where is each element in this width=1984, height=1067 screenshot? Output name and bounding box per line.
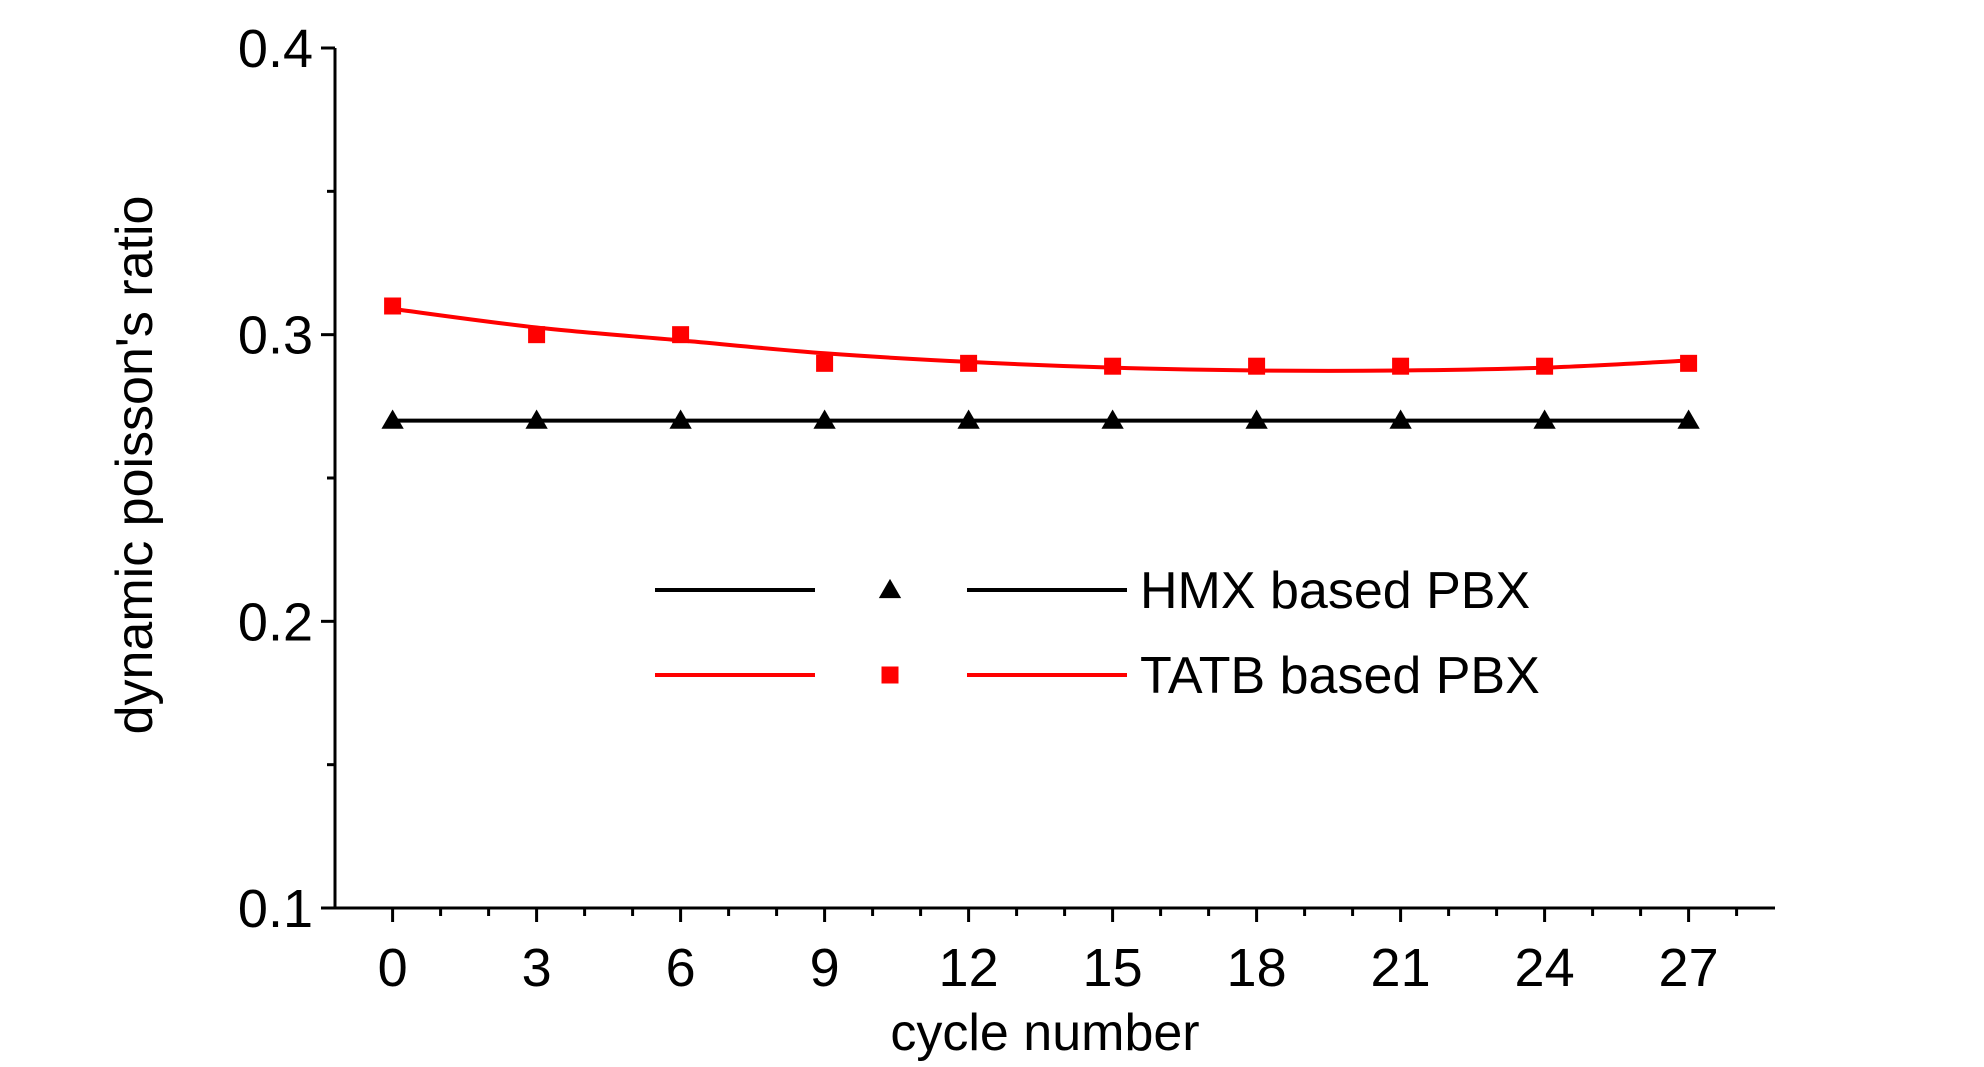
data-point bbox=[1533, 409, 1556, 429]
legend-item-1: HMX based PBX bbox=[655, 562, 1530, 620]
data-point bbox=[525, 409, 548, 429]
legend-label: TATB based PBX bbox=[1140, 647, 1540, 705]
data-point bbox=[669, 409, 692, 429]
x-tick-label: 3 bbox=[522, 938, 552, 998]
x-tick-label: 6 bbox=[666, 938, 696, 998]
x-axis-ticks: 0 3 6 9 12 15 18 21 24 27 bbox=[378, 908, 1739, 998]
data-point bbox=[528, 326, 546, 344]
data-point bbox=[381, 409, 404, 429]
y-axis-title: dynamic poisson's ratio bbox=[106, 196, 164, 735]
legend-label: HMX based PBX bbox=[1140, 562, 1530, 620]
series-1 bbox=[381, 409, 1700, 429]
y-tick-label: 0.3 bbox=[238, 306, 313, 366]
legend-marker bbox=[881, 666, 899, 684]
y-tick-label: 0.2 bbox=[238, 592, 313, 652]
axes bbox=[333, 48, 1775, 910]
data-point bbox=[1104, 357, 1122, 375]
data-point bbox=[1248, 357, 1266, 375]
x-tick-label: 0 bbox=[378, 938, 408, 998]
data-point bbox=[672, 326, 690, 344]
x-tick-label: 18 bbox=[1227, 938, 1287, 998]
x-tick-label: 12 bbox=[939, 938, 999, 998]
x-tick-label: 27 bbox=[1659, 938, 1719, 998]
x-tick-label: 15 bbox=[1083, 938, 1143, 998]
legend-item-2: TATB based PBX bbox=[655, 647, 1540, 705]
data-point bbox=[1101, 409, 1124, 429]
series-2 bbox=[384, 297, 1698, 375]
data-point bbox=[813, 409, 836, 429]
data-point bbox=[816, 354, 834, 372]
legend: HMX based PBX TATB based PBX bbox=[655, 562, 1540, 705]
data-point bbox=[1677, 409, 1700, 429]
x-axis-title: cycle number bbox=[890, 1004, 1199, 1062]
x-tick-label: 24 bbox=[1515, 938, 1575, 998]
data-point bbox=[957, 409, 980, 429]
data-point bbox=[1392, 357, 1410, 375]
data-point bbox=[1389, 409, 1412, 429]
data-point bbox=[384, 297, 402, 315]
series-layer bbox=[381, 297, 1700, 429]
series-fit-line bbox=[392, 306, 1689, 373]
y-axis-ticks: 0.1 0.2 0.3 0.4 bbox=[238, 19, 335, 939]
y-tick-label: 0.4 bbox=[238, 19, 313, 79]
x-tick-label: 9 bbox=[810, 938, 840, 998]
data-point bbox=[1680, 354, 1698, 372]
x-tick-label: 21 bbox=[1371, 938, 1431, 998]
legend-marker bbox=[878, 578, 902, 599]
y-tick-label: 0.1 bbox=[238, 879, 313, 939]
data-point bbox=[1536, 357, 1554, 375]
data-point bbox=[1245, 409, 1268, 429]
data-point bbox=[960, 354, 978, 372]
